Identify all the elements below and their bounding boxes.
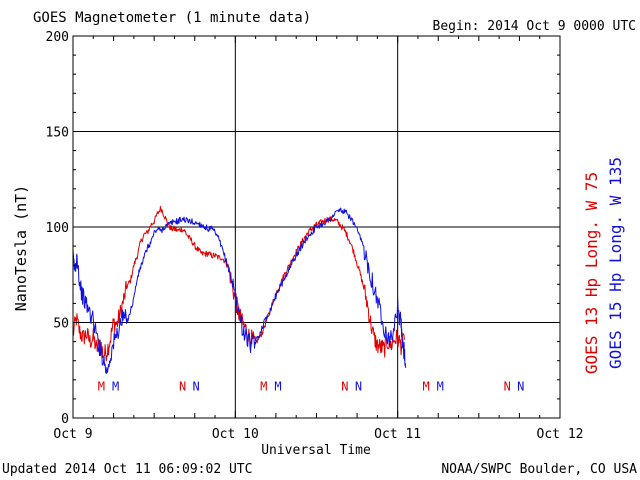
legend-goes15: GOES 15 Hp Long. W 135: [606, 157, 625, 369]
x-axis-label: Universal Time: [261, 443, 371, 458]
series-line-goes15: [72, 207, 407, 375]
marker-n: N: [504, 380, 511, 394]
y-tick-label: 50: [53, 317, 69, 332]
chart-title: GOES Magnetometer (1 minute data): [33, 10, 311, 26]
marker-m: M: [260, 380, 267, 394]
marker-n: N: [192, 380, 199, 394]
y-tick-label: 0: [61, 412, 69, 427]
x-tick-label: Oct 11: [374, 427, 421, 442]
marker-n: N: [517, 380, 524, 394]
y-tick-label: 100: [46, 221, 69, 236]
marker-m: M: [437, 380, 444, 394]
x-tick-label: Oct 10: [212, 427, 259, 442]
source-label: NOAA/SWPC Boulder, CO USA: [441, 462, 637, 477]
x-tick-label: Oct 12: [537, 427, 584, 442]
tick-layer: 0 50 100 150 200 Oct 9 Oct 10 Oct 11 Oct 12: [46, 30, 584, 442]
updated-label: Updated 2014 Oct 11 06:09:02 UTC: [2, 462, 252, 477]
y-tick-label: 150: [46, 126, 69, 141]
marker-m: M: [112, 380, 119, 394]
series-line-goes13: [72, 205, 405, 362]
y-tick-label: 200: [46, 30, 69, 45]
series-layer: [72, 205, 407, 375]
grid: [73, 36, 560, 418]
legend-goes13: GOES 13 Hp Long. W 75: [582, 172, 601, 374]
begin-label: Begin: 2014 Oct 9 0000 UTC: [433, 19, 637, 34]
marker-m: M: [98, 380, 105, 394]
marker-m: M: [274, 380, 281, 394]
x-tick-label: Oct 9: [53, 427, 92, 442]
marker-n: N: [179, 380, 186, 394]
y-axis-label: NanoTesla (nT): [12, 185, 30, 311]
marker-n: N: [355, 380, 362, 394]
marker-m: M: [422, 380, 429, 394]
marker-n: N: [341, 380, 348, 394]
